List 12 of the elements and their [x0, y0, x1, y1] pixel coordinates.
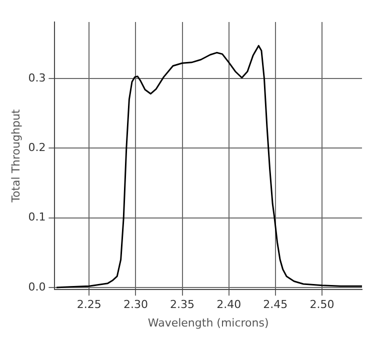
y-tick-label: 0.3 [28, 71, 46, 84]
y-axis-title: Total Throughput [9, 108, 22, 204]
y-tick-label: 0.1 [28, 210, 46, 224]
y-tick-label: 0.2 [28, 140, 46, 154]
x-tick-label: 2.25 [76, 298, 102, 312]
x-tick-label: 2.50 [310, 298, 334, 312]
x-tick-label: 2.30 [123, 298, 148, 312]
x-axis-title: Wavelength (microns) [148, 316, 269, 330]
x-tick-label: 2.45 [263, 298, 288, 312]
y-tick-label: 0.0 [28, 280, 46, 294]
x-tick-label: 2.40 [216, 298, 242, 312]
x-tick-label: 2.35 [170, 298, 195, 312]
